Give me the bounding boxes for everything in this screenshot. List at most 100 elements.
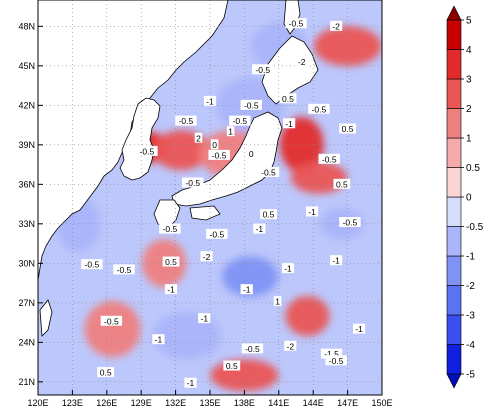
colorbar-box (446, 226, 462, 257)
contour-label: -2 (332, 21, 340, 31)
contour-label-bg (260, 209, 277, 220)
contour-label-bg (241, 343, 264, 354)
contour-label: -0.5 (212, 150, 227, 160)
contour-labels: -0.5 -2-0.5-2-0.50.5-1-0.5-0.51-0.520-0.5… (81, 18, 366, 388)
contour-label-bg (273, 296, 282, 307)
contour-label-bg (164, 284, 178, 295)
contour-label-bg (330, 20, 343, 31)
contour-label-bg (198, 313, 211, 324)
land-honshu (171, 111, 283, 207)
land-taiwan (39, 299, 53, 337)
contour-label-bg (81, 259, 103, 270)
contour-label-bg (305, 206, 319, 217)
anomaly-region (153, 311, 222, 360)
contour-label-bg (318, 153, 340, 164)
colorbar-under-triangle (446, 373, 462, 389)
contour-label-bg (339, 217, 361, 228)
colorbar: -5 -4 -3 -2 -1 -0.5 0 0.5 1 2 3 4 5 (446, 5, 484, 389)
y-axis-ticks: 21N 24N 27N 30N 33N 36N 39N 42N 45N 48N (18, 21, 43, 387)
y-tick-label: 42N (18, 100, 35, 110)
contour-label: -0.5 (140, 146, 155, 156)
colorbar-tick-label: 5 (466, 16, 472, 27)
contour-label: -0.5 (163, 224, 178, 234)
x-tick-label: 150E (371, 398, 392, 408)
colorbar-box (446, 108, 462, 139)
contour-label-bg (320, 348, 343, 359)
map-area (38, 0, 382, 392)
y-tick-label: 36N (18, 179, 35, 189)
contour-label-bg (352, 323, 366, 334)
contour-label-bg (279, 93, 297, 104)
contour-label: -0.5 (343, 218, 358, 228)
contour-label: -1.5 (324, 349, 339, 359)
contour-label: 0.5 (263, 210, 275, 220)
contour-label-bg (284, 340, 297, 351)
contour-label-bg (229, 115, 251, 126)
contour-label: 1 (228, 127, 233, 137)
colorbar-box (446, 137, 462, 168)
x-tick-label: 135E (199, 398, 220, 408)
contour-label: -0.5 (322, 154, 337, 164)
contour-label-bg (100, 315, 123, 326)
contour-label-bg (330, 255, 343, 266)
contour-label: -1 (243, 285, 251, 295)
contour-label-bg (97, 367, 115, 378)
anomaly-region (285, 296, 330, 336)
contour-label: -0.5 (312, 104, 327, 114)
contour-label: -1 (284, 264, 292, 274)
contour-label: -1 (167, 285, 175, 295)
contour-label-bg (247, 148, 256, 159)
colorbar-box (446, 255, 462, 286)
contour-label-bg (253, 223, 266, 234)
colorbar-tick-label: -1 (466, 252, 475, 263)
x-tick-label: 141E (268, 398, 289, 408)
colorbar-box (446, 167, 462, 198)
contour-label: -1 (256, 224, 264, 234)
y-tick-label: 24N (18, 337, 35, 347)
land-china (38, 0, 229, 281)
contour-label-bg (281, 263, 295, 274)
colorbar-tick-label: 4 (466, 45, 472, 56)
contour-label-bg (283, 118, 296, 129)
contour-label: -1 (200, 314, 208, 324)
contour-label: -0.5 (85, 260, 100, 270)
colorbar-box (446, 285, 462, 316)
contour-label-bg (159, 223, 181, 234)
contour-label: -0.5 (255, 65, 270, 75)
contour-label: 0.5 (336, 179, 348, 189)
contour-label-bg (194, 132, 203, 143)
colorbar-box (446, 19, 462, 50)
contour-label-bg (257, 166, 280, 177)
contour-label: -0.5 (210, 229, 225, 239)
contour-label: -1 (187, 378, 195, 388)
x-axis-ticks: 120E 123E 126E 129E 132E 135E 138E 141E 144E 147E… (27, 390, 393, 408)
colorbar-tick-label: -0.5 (466, 222, 484, 233)
contour-label: -2 (203, 252, 211, 262)
contour-label: -0.5 (244, 100, 259, 110)
contour-label-bg (252, 64, 274, 75)
contour-label-bg (206, 228, 228, 239)
contour-label: -1 (308, 207, 316, 217)
y-tick-label: 48N (18, 21, 35, 31)
contour-label: -2 (298, 57, 306, 67)
anomaly-region (84, 301, 141, 358)
colorbar-box (446, 49, 462, 80)
contour-label: -1 (206, 96, 214, 106)
colorbar-tick-label: 2 (466, 104, 472, 115)
contour-label-bg (210, 139, 219, 150)
gridlines (37, 0, 383, 395)
colorbar-tick-label: -3 (466, 311, 475, 322)
contour-label-bg (203, 95, 217, 106)
anomaly-region (222, 256, 279, 297)
contour-label: -0.5 (289, 19, 304, 29)
x-tick-label: 144E (303, 398, 324, 408)
y-tick-label: 39N (18, 140, 35, 150)
contour-label-bg (240, 99, 262, 110)
contour-label-bg (325, 355, 347, 366)
land-korea (119, 97, 161, 181)
anomaly-region (313, 26, 382, 67)
contour-label-bg (223, 360, 241, 371)
contour-label-bg (113, 264, 135, 275)
y-tick-label: 33N (18, 219, 35, 229)
